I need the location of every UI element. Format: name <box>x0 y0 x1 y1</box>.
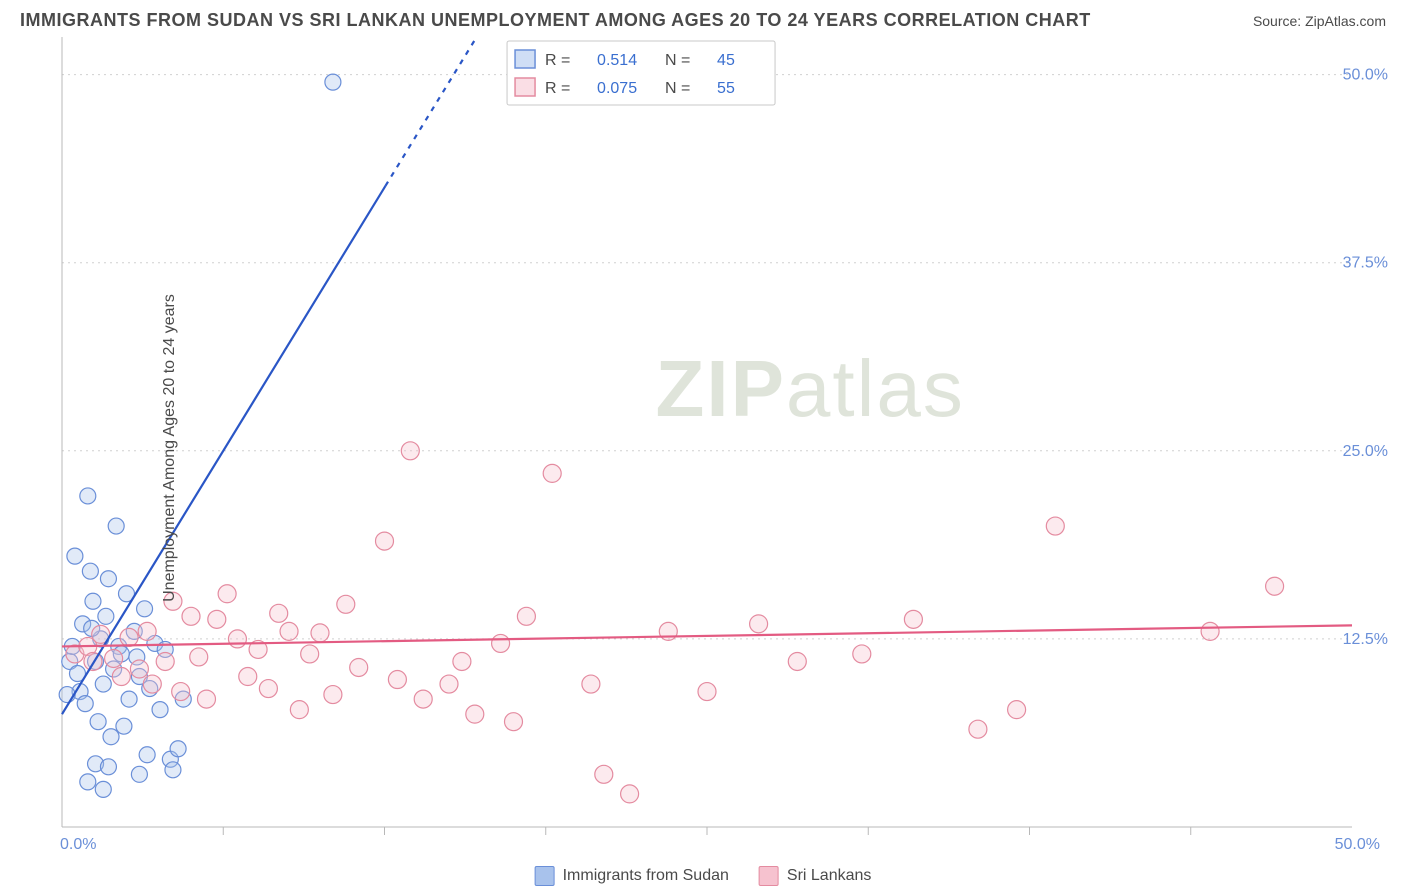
svg-text:ZIPatlas: ZIPatlas <box>655 344 964 433</box>
srilankan-point <box>698 683 716 701</box>
srilankan-point <box>969 720 987 738</box>
srilankan-point <box>172 683 190 701</box>
legend-item-sudan: Immigrants from Sudan <box>535 866 729 886</box>
srilankan-point <box>904 610 922 628</box>
srilankan-point <box>270 604 288 622</box>
sudan-point <box>121 691 137 707</box>
srilankan-point <box>182 607 200 625</box>
svg-text:55: 55 <box>717 80 735 97</box>
srilankan-point <box>414 690 432 708</box>
srilankan-point <box>120 628 138 646</box>
legend-swatch <box>759 866 779 886</box>
header: IMMIGRANTS FROM SUDAN VS SRI LANKAN UNEM… <box>0 0 1406 37</box>
sudan-point <box>131 766 147 782</box>
srilankan-point <box>105 649 123 667</box>
srilankan-point <box>466 705 484 723</box>
srilankan-point <box>376 532 394 550</box>
sudan-point <box>170 741 186 757</box>
svg-text:25.0%: 25.0% <box>1343 443 1388 460</box>
legend-label: Immigrants from Sudan <box>563 867 729 885</box>
svg-text:50.0%: 50.0% <box>1343 67 1388 84</box>
srilankan-point <box>582 675 600 693</box>
srilankan-point <box>311 624 329 642</box>
sudan-point <box>100 571 116 587</box>
srilankan-point <box>440 675 458 693</box>
srilankan-point <box>788 652 806 670</box>
sudan-point <box>98 608 114 624</box>
y-axis-label: Unemployment Among Ages 20 to 24 years <box>161 294 179 602</box>
srilankan-point <box>505 713 523 731</box>
sudan-point <box>165 762 181 778</box>
srilankan-point <box>1201 622 1219 640</box>
svg-text:12.5%: 12.5% <box>1343 631 1388 648</box>
svg-text:R =: R = <box>545 80 570 97</box>
srilankan-point <box>1266 577 1284 595</box>
srilankan-point <box>350 658 368 676</box>
bottom-legend: Immigrants from Sudan Sri Lankans <box>535 866 872 886</box>
svg-text:45: 45 <box>717 52 735 69</box>
srilankan-point <box>621 785 639 803</box>
srilankan-point <box>228 630 246 648</box>
sudan-point <box>137 601 153 617</box>
srilankan-point <box>853 645 871 663</box>
sudan-point <box>67 548 83 564</box>
sudan-point <box>82 563 98 579</box>
srilankan-point <box>208 610 226 628</box>
svg-text:N =: N = <box>665 52 690 69</box>
sudan-point <box>80 488 96 504</box>
srilankan-point <box>190 648 208 666</box>
svg-text:0.0%: 0.0% <box>60 836 96 853</box>
legend-item-srilankan: Sri Lankans <box>759 866 872 886</box>
srilankan-point <box>143 675 161 693</box>
srilankan-point <box>750 615 768 633</box>
sudan-point <box>95 781 111 797</box>
srilankan-point <box>401 442 419 460</box>
srilankan-point <box>156 652 174 670</box>
srilankan-point <box>280 622 298 640</box>
legend-swatch <box>535 866 555 886</box>
srilankan-point <box>130 660 148 678</box>
svg-text:50.0%: 50.0% <box>1335 836 1380 853</box>
svg-text:R =: R = <box>545 52 570 69</box>
sudan-point <box>325 74 341 90</box>
sudan-point <box>139 747 155 763</box>
sudan-point <box>116 718 132 734</box>
sudan-point <box>85 593 101 609</box>
sudan-point <box>77 696 93 712</box>
sudan-point <box>152 702 168 718</box>
srilankan-point <box>595 765 613 783</box>
source-label: Source: ZipAtlas.com <box>1253 13 1386 29</box>
svg-text:0.075: 0.075 <box>597 80 637 97</box>
srilankan-point <box>138 622 156 640</box>
srilankan-point <box>218 585 236 603</box>
srilankan-point <box>1046 517 1064 535</box>
srilankan-point <box>301 645 319 663</box>
srilankan-point <box>197 690 215 708</box>
srilankan-point <box>112 668 130 686</box>
srilankan-point <box>290 701 308 719</box>
srilankan-point <box>388 671 406 689</box>
srilankan-point <box>324 686 342 704</box>
srilankan-point <box>543 464 561 482</box>
sudan-point <box>90 714 106 730</box>
chart-area: Unemployment Among Ages 20 to 24 years Z… <box>56 37 1390 859</box>
srilankan-point <box>337 595 355 613</box>
sudan-point <box>95 676 111 692</box>
svg-text:N =: N = <box>665 80 690 97</box>
sudan-point <box>80 774 96 790</box>
srilankan-point <box>492 634 510 652</box>
srilankan-point <box>517 607 535 625</box>
chart-title: IMMIGRANTS FROM SUDAN VS SRI LANKAN UNEM… <box>20 10 1091 31</box>
svg-text:37.5%: 37.5% <box>1343 255 1388 272</box>
sudan-point <box>108 518 124 534</box>
sudan-point <box>100 759 116 775</box>
svg-text:0.514: 0.514 <box>597 52 637 69</box>
srilankan-point <box>259 680 277 698</box>
sudan-point <box>103 729 119 745</box>
srilankan-point <box>239 668 257 686</box>
scatter-chart: ZIPatlas 0.0% 50.0% 12.5% 25.0% 37.5% 50.0% R =… <box>56 37 1390 859</box>
srilankan-point <box>453 652 471 670</box>
legend-label: Sri Lankans <box>787 867 872 885</box>
srilankan-point <box>1008 701 1026 719</box>
